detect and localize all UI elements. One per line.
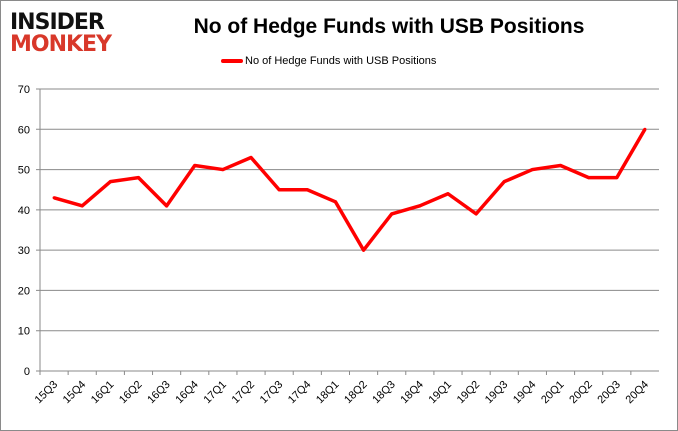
- logo-line2: MONKEY: [10, 32, 112, 57]
- y-tick-label: 20: [18, 285, 30, 297]
- x-tick-label: 15Q3: [33, 379, 61, 407]
- series-line: [53, 128, 647, 252]
- data-point: [249, 155, 253, 159]
- data-point: [277, 188, 281, 192]
- data-point: [193, 164, 197, 168]
- data-point: [474, 212, 478, 216]
- chart-title: No of Hedge Funds with USB Positions: [193, 15, 585, 38]
- data-point: [418, 204, 422, 208]
- x-tick-label: 18Q1: [314, 379, 342, 407]
- x-tick-label: 19Q2: [455, 379, 483, 407]
- data-point: [559, 164, 563, 168]
- x-tick-label: 16Q1: [89, 379, 117, 407]
- legend-swatch: [221, 59, 243, 63]
- data-point: [108, 180, 112, 184]
- y-tick-label: 50: [18, 165, 30, 177]
- x-tick-label: 19Q1: [427, 379, 455, 407]
- x-tick-label: 18Q3: [370, 379, 398, 407]
- data-point: [136, 176, 140, 180]
- x-tick-label: 20Q3: [595, 379, 623, 407]
- data-point: [615, 176, 619, 180]
- data-point: [587, 176, 591, 180]
- x-tick-label: 19Q4: [511, 379, 539, 407]
- data-point: [305, 188, 309, 192]
- data-point: [446, 192, 450, 196]
- insider-monkey-logo: INSIDER MONKEY: [10, 10, 128, 57]
- data-point: [80, 204, 84, 208]
- x-tick-label: 17Q3: [258, 379, 286, 407]
- y-tick-label: 40: [18, 205, 30, 217]
- x-tick-label: 18Q2: [342, 379, 370, 407]
- x-tick-label: 17Q4: [286, 379, 314, 407]
- y-tick-label: 60: [18, 124, 30, 136]
- x-tick-label: 20Q2: [567, 379, 595, 407]
- data-point: [643, 127, 647, 131]
- data-point: [390, 212, 394, 216]
- y-tick-label: 0: [24, 366, 30, 378]
- data-point: [530, 168, 534, 172]
- data-point: [362, 248, 366, 252]
- x-tick-label: 18Q4: [398, 379, 426, 407]
- legend: No of Hedge Funds with USB Positions: [221, 55, 436, 67]
- data-point: [502, 180, 506, 184]
- x-tick-label: 16Q4: [173, 379, 201, 407]
- x-tick-label: 17Q1: [201, 379, 229, 407]
- data-point: [52, 196, 56, 200]
- x-tick-label: 16Q3: [145, 379, 173, 407]
- x-tick-label: 17Q2: [230, 379, 258, 407]
- data-point: [221, 168, 225, 172]
- x-tick-label: 20Q4: [624, 379, 652, 407]
- y-tick-label: 70: [18, 84, 30, 96]
- x-tick-label: 16Q2: [117, 379, 145, 407]
- logo-line1: INSIDER: [10, 10, 105, 35]
- y-tick-label: 30: [18, 245, 30, 257]
- legend-label: No of Hedge Funds with USB Positions: [245, 55, 437, 67]
- data-point: [165, 204, 169, 208]
- x-tick-label: 15Q4: [61, 379, 89, 407]
- x-tick-label: 19Q3: [483, 379, 511, 407]
- y-tick-label: 10: [18, 326, 30, 338]
- x-tick-label: 20Q1: [539, 379, 567, 407]
- data-point: [333, 200, 337, 204]
